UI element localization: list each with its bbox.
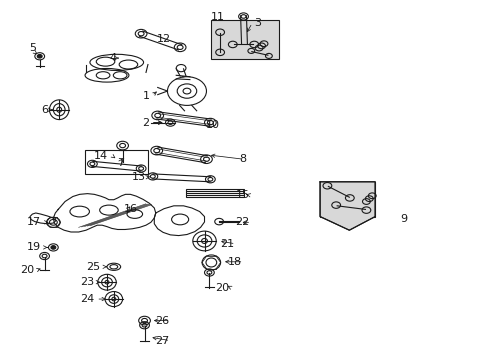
Text: 20: 20 xyxy=(214,283,228,293)
Bar xyxy=(185,189,243,197)
Bar xyxy=(320,182,374,217)
Text: 25: 25 xyxy=(86,262,101,272)
Text: 24: 24 xyxy=(80,294,94,304)
Text: 15: 15 xyxy=(235,190,249,200)
Text: 7: 7 xyxy=(117,158,123,168)
Text: 21: 21 xyxy=(219,239,233,249)
Text: 14: 14 xyxy=(94,150,108,161)
Text: 12: 12 xyxy=(157,35,170,44)
Text: 8: 8 xyxy=(239,154,246,164)
Text: 10: 10 xyxy=(205,121,219,130)
Text: 6: 6 xyxy=(41,105,48,115)
Text: 16: 16 xyxy=(123,204,137,215)
Text: 19: 19 xyxy=(26,242,41,252)
Text: 26: 26 xyxy=(155,316,168,325)
Text: 4: 4 xyxy=(109,53,116,63)
Text: 18: 18 xyxy=(227,257,242,267)
Text: 1: 1 xyxy=(142,91,149,101)
Text: 27: 27 xyxy=(154,336,168,346)
Text: 9: 9 xyxy=(400,214,407,224)
Text: 17: 17 xyxy=(26,217,41,227)
Text: 22: 22 xyxy=(235,217,249,227)
Bar xyxy=(84,150,148,174)
Circle shape xyxy=(37,54,42,58)
Polygon shape xyxy=(320,182,374,230)
Circle shape xyxy=(51,246,56,249)
Bar xyxy=(211,20,278,59)
Text: 5: 5 xyxy=(29,43,36,53)
Text: 23: 23 xyxy=(80,277,94,287)
Text: 20: 20 xyxy=(20,265,34,275)
Text: 11: 11 xyxy=(210,12,224,22)
Text: 2: 2 xyxy=(142,118,149,128)
Text: 13: 13 xyxy=(132,172,146,182)
Text: 3: 3 xyxy=(254,18,261,28)
